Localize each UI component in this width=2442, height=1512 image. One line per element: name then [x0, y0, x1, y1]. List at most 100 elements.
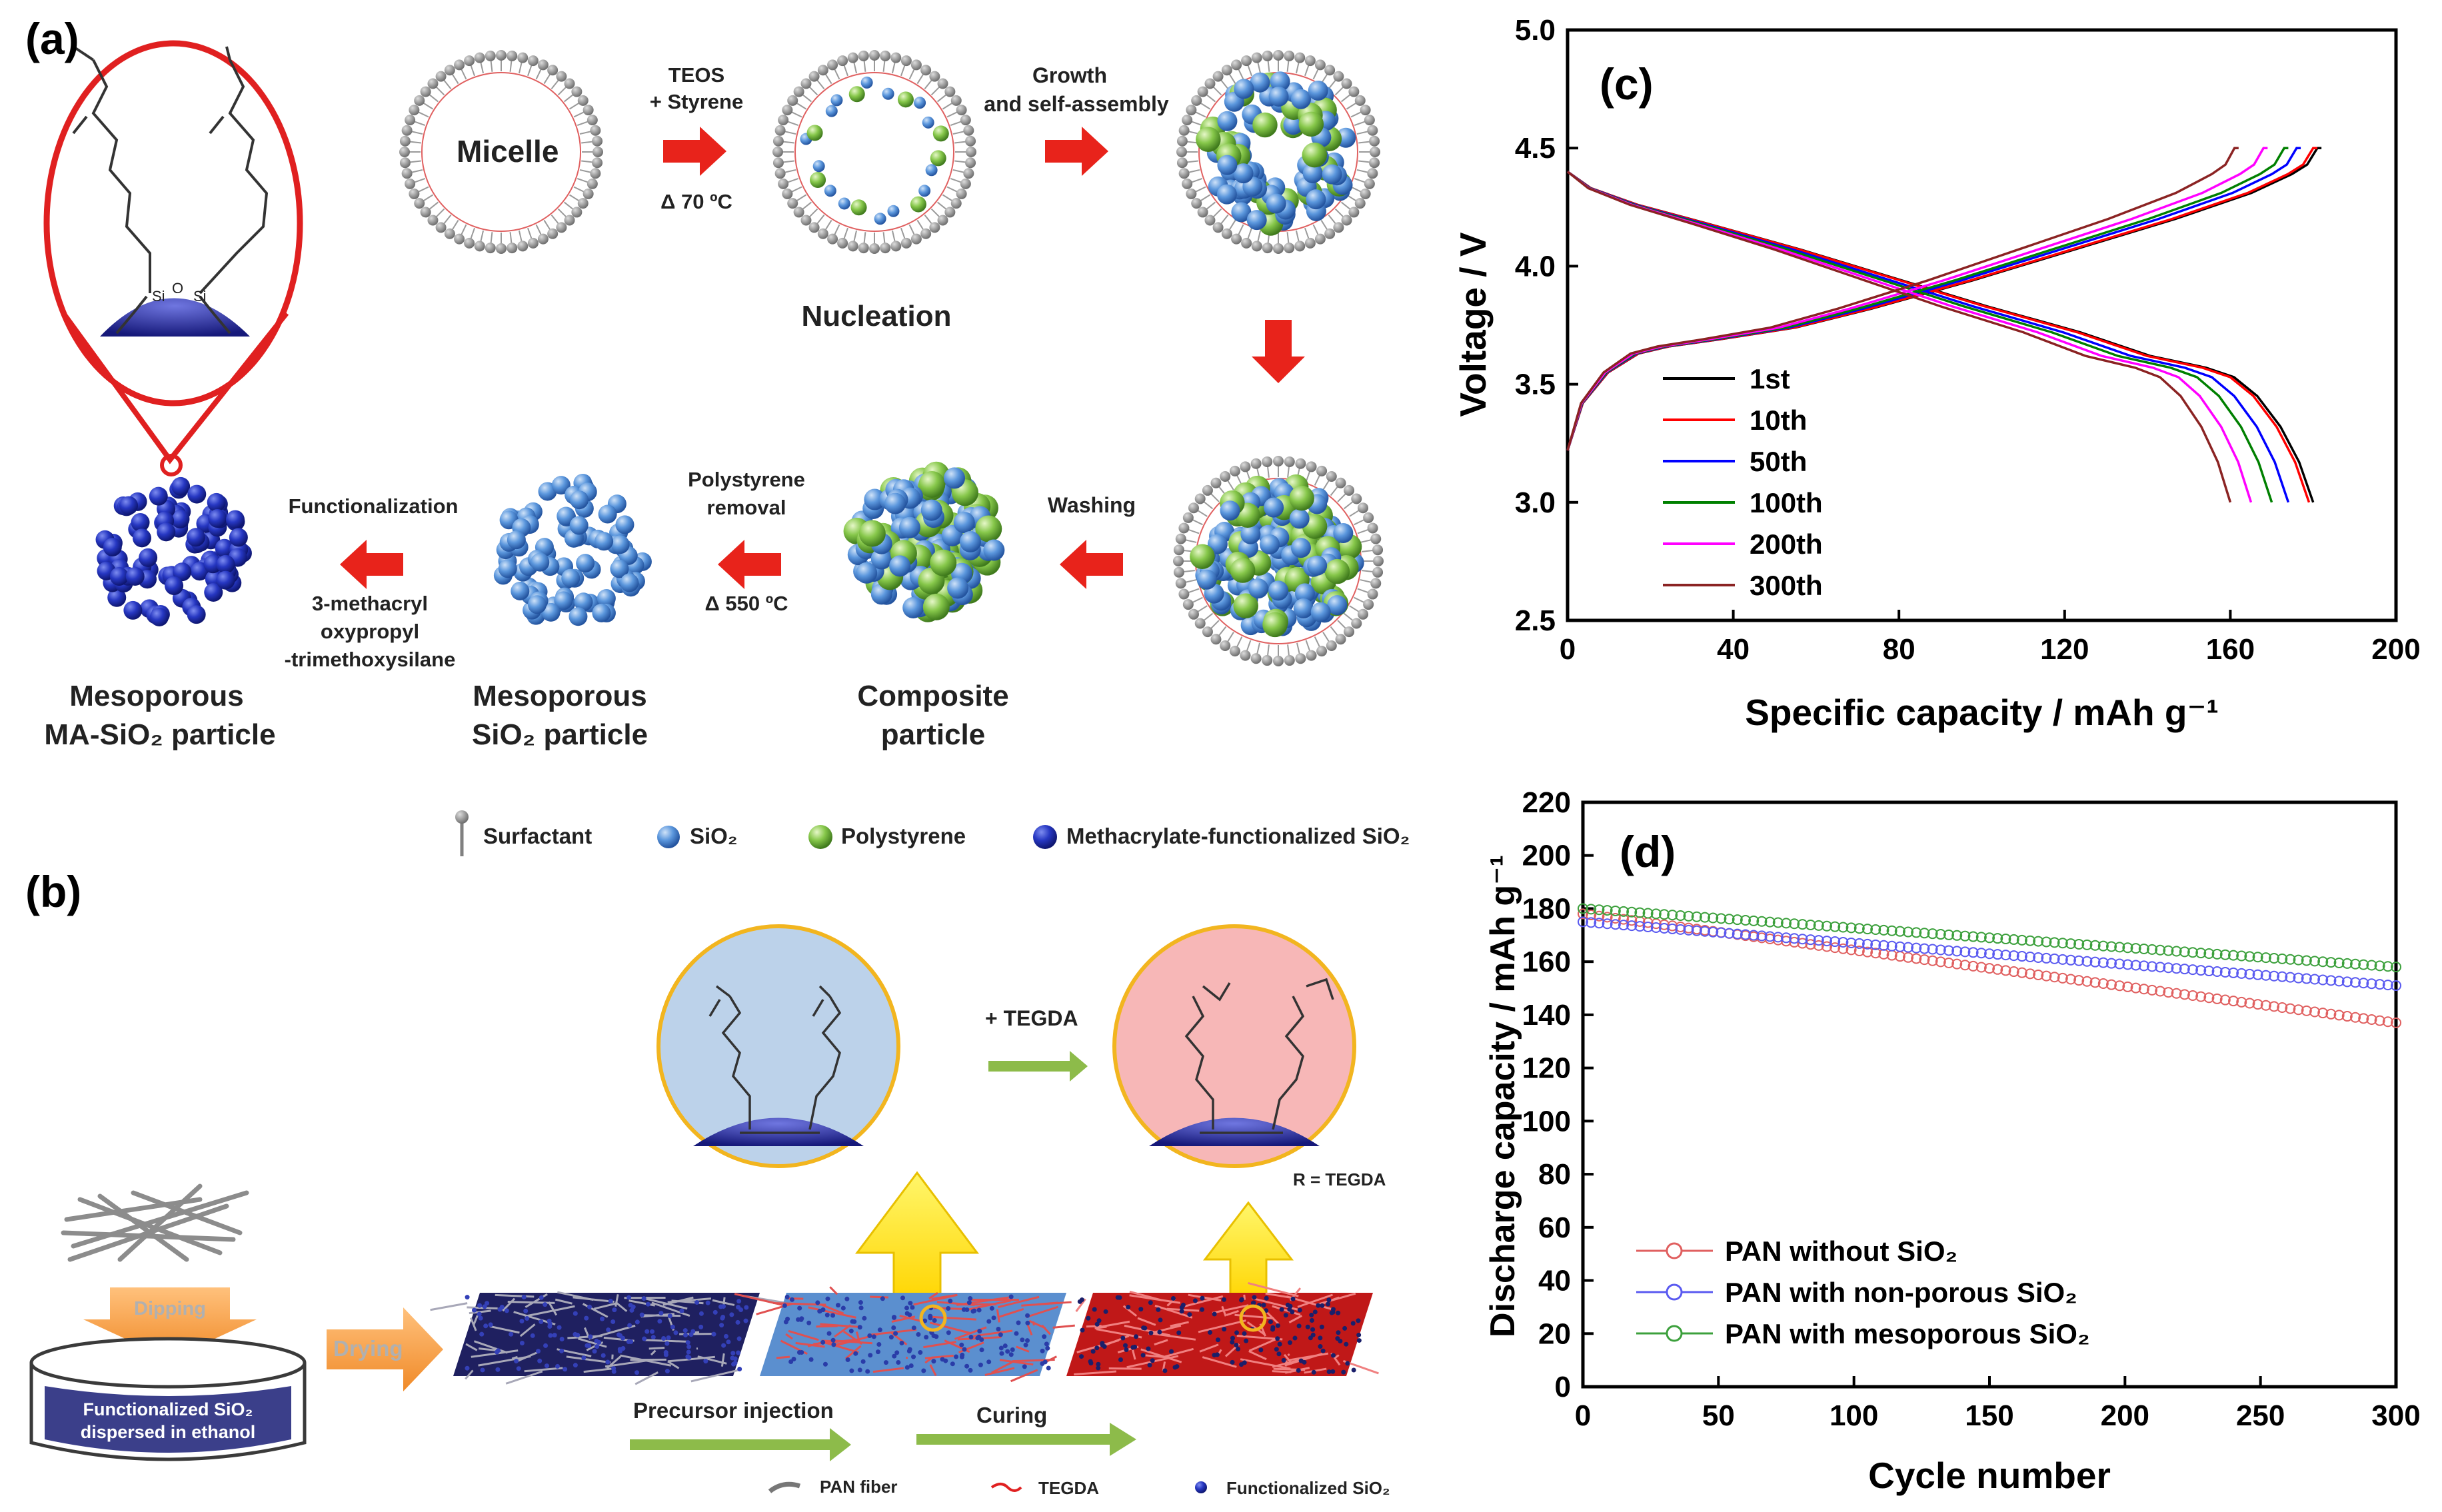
- c-ytick-label: 3.0: [1515, 486, 1556, 519]
- d-point: [2333, 958, 2345, 969]
- chart-c-frame: [1566, 28, 2398, 622]
- d-point: [1708, 926, 1719, 938]
- legend-tegda-label: TEGDA: [1038, 1478, 1099, 1498]
- d-point: [1797, 934, 1808, 945]
- d-point: [2163, 945, 2174, 956]
- blue-zoom-circle: [656, 924, 900, 1168]
- d-point: [1845, 937, 1857, 948]
- d-point: [2341, 1011, 2353, 1022]
- d-point: [1975, 962, 1987, 973]
- d-point: [2081, 976, 2093, 987]
- ps-removal-line2: removal: [706, 496, 786, 519]
- d-point: [2252, 999, 2263, 1010]
- c-legend-label: 300th: [1750, 570, 1823, 601]
- d-point: [1992, 964, 2003, 975]
- d-point: [2228, 967, 2239, 978]
- d-point: [1837, 922, 1849, 933]
- d-point: [1984, 963, 1995, 974]
- d-legend-label: PAN with non-porous SiO₂: [1725, 1277, 2077, 1308]
- d-point: [2350, 977, 2361, 988]
- d-point: [1578, 903, 1588, 914]
- d-point: [1927, 928, 1938, 940]
- c-discharge-curve-300th: [1566, 171, 2232, 503]
- d-point: [2049, 937, 2060, 948]
- d-point: [2374, 1015, 2385, 1026]
- d-point: [1789, 933, 1800, 944]
- d-point: [1594, 910, 1605, 922]
- d-point: [1837, 943, 1849, 954]
- chart-c: 0 40 80 120 160 200 2.5 3.0 3.5 4.0 4.5 5.0 1st 10th…: [1515, 14, 2421, 666]
- sio2-icon: [657, 826, 680, 848]
- d-point: [1748, 915, 1760, 926]
- d-point: [1959, 930, 1971, 942]
- d-xtick-label: 150: [1965, 1399, 2013, 1432]
- d-point: [1919, 943, 1930, 954]
- d-point: [1951, 930, 1963, 941]
- d-point: [2000, 934, 2011, 945]
- d-point: [2341, 976, 2353, 988]
- d-point: [1764, 916, 1776, 928]
- d-point: [2114, 942, 2125, 953]
- d-point: [1659, 909, 1670, 920]
- d-legend-label: PAN without SiO₂: [1725, 1235, 1957, 1267]
- d-point: [1650, 922, 1662, 933]
- d-ytick-label: 100: [1522, 1105, 1571, 1137]
- d-point: [2106, 941, 2117, 952]
- d-point: [1919, 928, 1930, 939]
- d-point: [2277, 953, 2288, 964]
- d-point: [2293, 1004, 2304, 1016]
- growth-micelle: [1176, 50, 1380, 254]
- d-point: [2333, 1010, 2345, 1021]
- d-point: [2366, 1014, 2377, 1025]
- d-point: [2041, 952, 2052, 964]
- d-point: [1659, 922, 1670, 934]
- d-point: [2195, 991, 2207, 1002]
- d-point: [1691, 911, 1702, 922]
- d-point: [1822, 920, 1832, 932]
- step1-line2: + Styrene: [649, 90, 744, 113]
- d-ytick-label: 80: [1538, 1158, 1571, 1191]
- ma-sio2-icon: [1033, 825, 1057, 849]
- d-point: [2317, 956, 2329, 968]
- d-point: [2179, 946, 2190, 958]
- d-point: [2301, 1005, 2312, 1016]
- d-point: [2187, 990, 2198, 1002]
- step2-line2: and self-assembly: [984, 92, 1169, 116]
- arrow-right-1: [663, 127, 726, 176]
- d-point: [1845, 922, 1857, 934]
- d-point: [2147, 984, 2157, 996]
- d-point: [2179, 989, 2190, 1000]
- d-xtick-label: 300: [2371, 1399, 2420, 1432]
- d-point: [2114, 980, 2125, 992]
- d-ytick-label: 60: [1538, 1211, 1571, 1244]
- d-point: [1756, 930, 1768, 942]
- d-legend-marker: [1666, 1325, 1683, 1342]
- d-point: [1959, 960, 1971, 971]
- d-point: [2033, 936, 2044, 947]
- d-point: [1797, 919, 1808, 930]
- d-point: [2269, 1001, 2279, 1012]
- d-ytick-label: 40: [1538, 1265, 1571, 1297]
- mesoporous-ma-sio2-particle: [95, 476, 252, 626]
- c-xtick-label: 0: [1560, 633, 1576, 666]
- legend-ma-label: Methacrylate-functionalized SiO₂: [1066, 824, 1410, 848]
- d-point: [1903, 952, 1913, 963]
- d-point: [2065, 954, 2076, 966]
- ma-line1: Mesoporous: [69, 680, 244, 712]
- d-point: [2000, 950, 2011, 961]
- d-xtick-label: 50: [1702, 1399, 1735, 1432]
- d-point: [1586, 910, 1597, 921]
- packed-micelle: [1173, 456, 1384, 666]
- d-point: [1626, 915, 1638, 926]
- c-xtick-label: 200: [2371, 633, 2420, 666]
- d-point: [1700, 912, 1710, 923]
- legend-a: [455, 810, 1057, 856]
- d-point: [2081, 956, 2093, 967]
- d-point: [1675, 924, 1686, 935]
- d-point: [2163, 987, 2174, 998]
- d-point: [2016, 967, 2027, 978]
- d-point: [2358, 978, 2369, 989]
- panel-a-label: (a): [25, 14, 79, 63]
- pan-fiber-icon: [768, 1481, 801, 1493]
- d-point: [1602, 905, 1613, 916]
